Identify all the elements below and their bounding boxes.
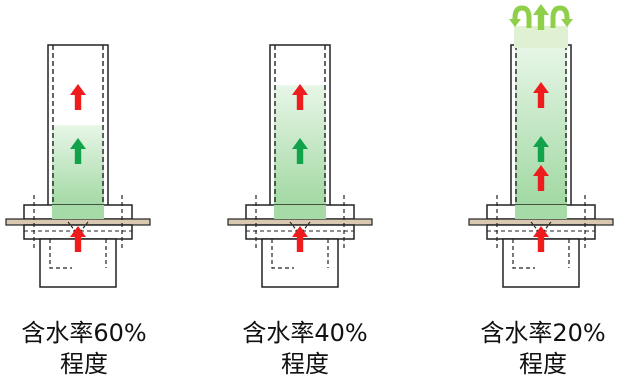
wall-column-0 bbox=[5, 44, 151, 288]
caption-line-1: 含水率20% bbox=[480, 319, 606, 347]
up-arrow-icon bbox=[292, 226, 308, 252]
dashed-detail bbox=[271, 239, 294, 269]
wall-column-1 bbox=[227, 44, 373, 288]
wall-column-2 bbox=[468, 4, 614, 288]
dashed-detail bbox=[79, 221, 89, 233]
caption-20: 含水率20% 程度 bbox=[443, 318, 628, 380]
up-arrow-icon bbox=[70, 84, 86, 110]
caption-60: 含水率60% 程度 bbox=[0, 318, 184, 380]
up-arrow-icon bbox=[533, 82, 549, 108]
moisture-fill-sill bbox=[52, 205, 104, 219]
moisture-fill-sill bbox=[515, 205, 567, 219]
caption-line-2: 程度 bbox=[60, 350, 108, 378]
dashed-detail bbox=[49, 239, 72, 269]
dashed-detail bbox=[512, 239, 535, 269]
dashed-detail bbox=[67, 221, 77, 233]
curved-arrow-head-icon bbox=[509, 19, 521, 27]
up-arrow-icon bbox=[533, 136, 549, 162]
up-arrow-icon bbox=[533, 165, 549, 191]
caption-line-2: 程度 bbox=[281, 350, 329, 378]
dashed-detail bbox=[289, 221, 299, 233]
caption-line-1: 含水率40% bbox=[242, 319, 368, 347]
dashed-detail bbox=[530, 221, 540, 233]
curved-arrow-icon bbox=[550, 5, 570, 28]
sill-board bbox=[227, 218, 373, 226]
up-arrow-icon bbox=[292, 138, 308, 164]
curved-arrow-head-icon bbox=[561, 19, 573, 27]
sill-board bbox=[5, 218, 151, 226]
sill-board bbox=[468, 218, 614, 226]
caption-line-2: 程度 bbox=[519, 350, 567, 378]
up-arrow-icon bbox=[292, 84, 308, 110]
dashed-detail bbox=[542, 221, 552, 233]
dashed-detail bbox=[301, 221, 311, 233]
caption-40: 含水率40% 程度 bbox=[205, 318, 405, 380]
up-arrow-icon bbox=[533, 4, 549, 30]
vapor-haze bbox=[514, 26, 568, 48]
up-arrow-icon bbox=[533, 226, 549, 252]
curved-arrow-icon bbox=[512, 5, 532, 28]
up-arrow-icon bbox=[70, 138, 86, 164]
caption-line-1: 含水率60% bbox=[21, 319, 147, 347]
moisture-fill-sill bbox=[274, 205, 326, 219]
up-arrow-icon bbox=[70, 226, 86, 252]
